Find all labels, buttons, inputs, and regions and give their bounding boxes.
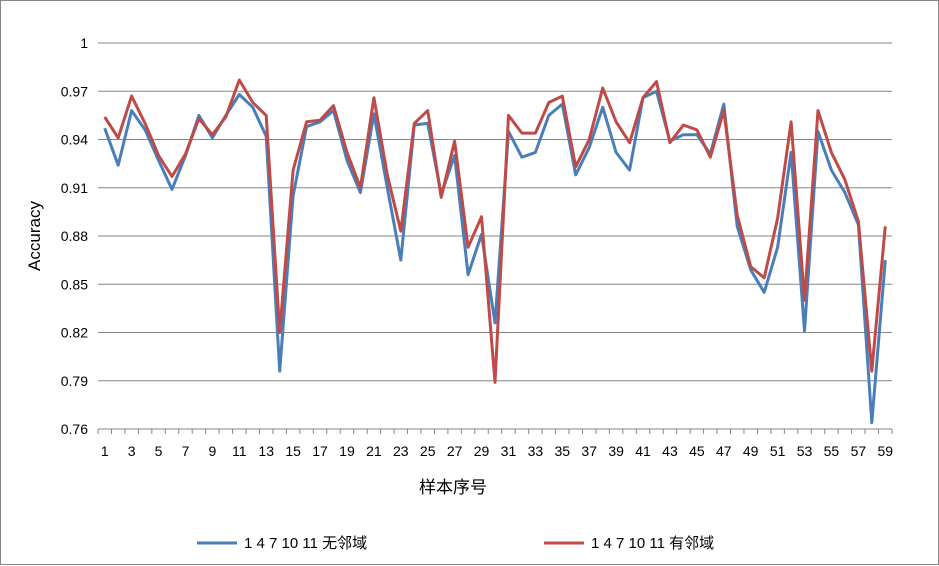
gridlines — [98, 42, 892, 382]
x-tick-label: 7 — [182, 443, 190, 459]
x-tick-label: 25 — [420, 443, 436, 459]
x-tick-label: 39 — [608, 443, 624, 459]
y-tick-label: 0.94 — [61, 132, 88, 148]
x-tick-label: 57 — [851, 443, 867, 459]
legend-label-series-1: 1 4 7 10 11 无邻域 — [244, 535, 367, 552]
legend: 1 4 7 10 11 无邻域 1 4 7 10 11 有邻域 — [197, 535, 714, 552]
y-axis-title: Accuracy — [25, 201, 44, 271]
x-tick-label: 9 — [208, 443, 216, 459]
x-tick-label: 43 — [662, 443, 678, 459]
x-tick-label: 21 — [366, 443, 382, 459]
x-tick-label: 31 — [501, 443, 517, 459]
series-lines — [103, 78, 887, 425]
x-tick-label: 13 — [258, 443, 274, 459]
x-tick-label: 49 — [743, 443, 759, 459]
x-tick-label: 23 — [393, 443, 409, 459]
x-axis-ticks: 1 3 5 7 9 11 13 15 17 19 21 23 25 27 29 31 33 35 37 39 41 43 4… — [101, 443, 893, 459]
x-tick-label: 45 — [689, 443, 705, 459]
y-tick-label: 0.82 — [61, 325, 88, 341]
x-tick-label: 5 — [155, 443, 163, 459]
y-tick-label: 0.85 — [61, 276, 88, 292]
y-tick-label: 0.79 — [61, 373, 88, 389]
x-axis — [97, 428, 893, 434]
x-tick-label: 37 — [581, 443, 597, 459]
x-tick-label: 15 — [285, 443, 301, 459]
x-tick-label: 33 — [528, 443, 544, 459]
x-tick-label: 1 — [101, 443, 109, 459]
series-line-2 — [103, 78, 887, 384]
y-tick-label: 0.91 — [61, 180, 88, 196]
x-tick-label: 17 — [312, 443, 328, 459]
y-tick-label: 0.88 — [61, 228, 88, 244]
y-tick-label: 0.76 — [61, 421, 88, 437]
x-tick-label: 59 — [877, 443, 893, 459]
x-tick-label: 19 — [339, 443, 355, 459]
x-tick-label: 11 — [232, 443, 247, 459]
series-line-1 — [103, 89, 887, 425]
x-axis-title: 样本序号 — [419, 478, 487, 497]
x-tick-label: 27 — [447, 443, 463, 459]
x-tick-label: 53 — [797, 443, 813, 459]
x-tick-label: 51 — [770, 443, 786, 459]
y-tick-label: 0.97 — [61, 83, 88, 99]
legend-label-series-2: 1 4 7 10 11 有邻域 — [591, 535, 714, 552]
y-tick-label: 1 — [80, 35, 88, 51]
x-tick-label: 41 — [635, 443, 651, 459]
x-tick-label: 29 — [474, 443, 490, 459]
x-tick-label: 3 — [128, 443, 136, 459]
y-axis-ticks: 0.76 0.79 0.82 0.85 0.88 0.91 0.94 0.97 1 — [61, 35, 88, 437]
x-tick-label: 35 — [554, 443, 570, 459]
x-tick-label: 55 — [824, 443, 840, 459]
x-tick-label: 47 — [716, 443, 732, 459]
